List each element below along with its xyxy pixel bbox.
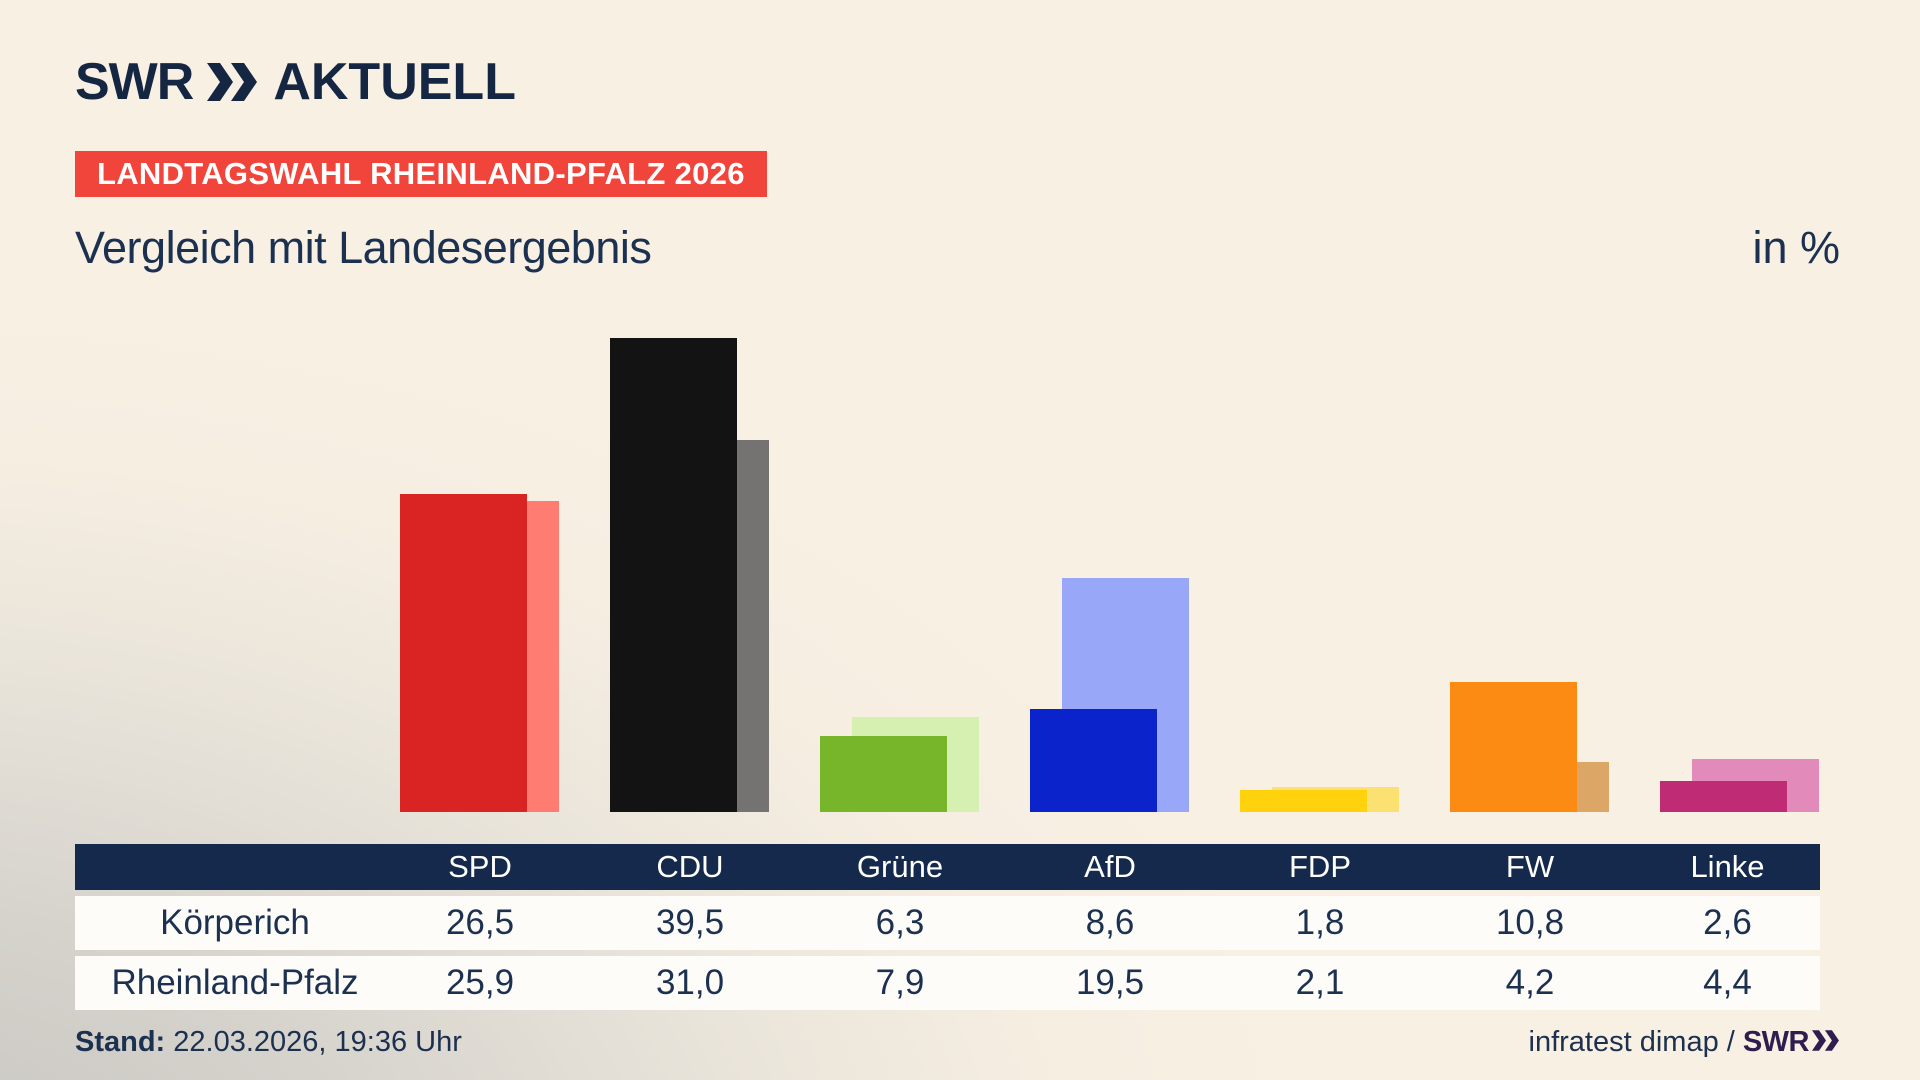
swr-chevrons-icon — [1812, 1026, 1840, 1059]
stand-value: 22.03.2026, 19:36 Uhr — [173, 1026, 462, 1058]
value-rlp-linke: 4,4 — [1703, 963, 1752, 1002]
unit-label: in % — [1752, 222, 1840, 273]
page-title: Vergleich mit Landesergebnis — [75, 222, 652, 273]
value-koerperich-fw: 10,8 — [1495, 903, 1565, 942]
column-header-linke: Linke — [1690, 849, 1765, 884]
column-header-afd: AfD — [1084, 849, 1136, 884]
value-koerperich-spd: 26,5 — [445, 903, 515, 942]
table-row: Körperich 26,5 39,5 6,3 8,6 1,8 10,8 2,6 — [75, 896, 1820, 950]
swr-chevrons-icon — [207, 63, 259, 101]
value-rlp-fw: 4,2 — [1505, 963, 1555, 1002]
source-credit: infratest dimap / SWR — [1529, 1026, 1841, 1059]
value-rlp-fdp: 2,1 — [1295, 963, 1345, 1002]
column-header-fdp: FDP — [1289, 849, 1351, 884]
column-header-spd: SPD — [448, 849, 512, 884]
table-row: Rheinland-Pfalz 25,9 31,0 7,9 19,5 2,1 4… — [75, 956, 1820, 1010]
bar-afd-koerperich — [1030, 709, 1157, 812]
bar-fdp-koerperich — [1240, 790, 1367, 812]
bar-linke-koerperich — [1660, 781, 1787, 812]
table-header-row: SPD CDU Grüne AfD FDP FW Linke — [75, 844, 1820, 890]
value-rlp-cdu: 31,0 — [655, 963, 725, 1002]
column-header-cdu: CDU — [656, 849, 724, 884]
column-header-fw: FW — [1505, 849, 1555, 884]
value-rlp-gruene: 7,9 — [875, 963, 925, 1002]
value-koerperich-linke: 2,6 — [1703, 903, 1752, 942]
source-text: infratest dimap / — [1528, 1026, 1735, 1058]
election-banner: LANDTAGSWAHL RHEINLAND-PFALZ 2026 — [75, 151, 767, 197]
value-rlp-spd: 25,9 — [445, 963, 515, 1002]
value-koerperich-cdu: 39,5 — [655, 903, 725, 942]
row-label-koerperich: Körperich — [160, 903, 310, 942]
logo-swr-text: SWR — [75, 53, 194, 111]
bar-spd-koerperich — [400, 494, 527, 812]
bar-cdu-koerperich — [610, 338, 737, 812]
source-brand-text: SWR — [1742, 1026, 1810, 1058]
logo-aktuell-text: AKTUELL — [273, 53, 516, 111]
value-koerperich-gruene: 6,3 — [875, 903, 925, 942]
source-swr-brand: SWR — [1743, 1026, 1840, 1059]
swr-aktuell-logo: SWR AKTUELL — [75, 52, 516, 112]
value-koerperich-fdp: 1,8 — [1295, 903, 1345, 942]
column-header-gruene: Grüne — [856, 849, 944, 884]
bar-grüne-koerperich — [820, 736, 947, 812]
stand-label: Stand: — [75, 1026, 166, 1058]
results-table: SPD CDU Grüne AfD FDP FW Linke Körperich… — [75, 844, 1820, 1010]
value-koerperich-afd: 8,6 — [1085, 903, 1135, 942]
row-label-rheinland-pfalz: Rheinland-Pfalz — [111, 963, 359, 1002]
bar-fw-koerperich — [1450, 682, 1577, 812]
timestamp: Stand: 22.03.2026, 19:36 Uhr — [75, 1026, 462, 1059]
value-rlp-afd: 19,5 — [1075, 963, 1145, 1002]
